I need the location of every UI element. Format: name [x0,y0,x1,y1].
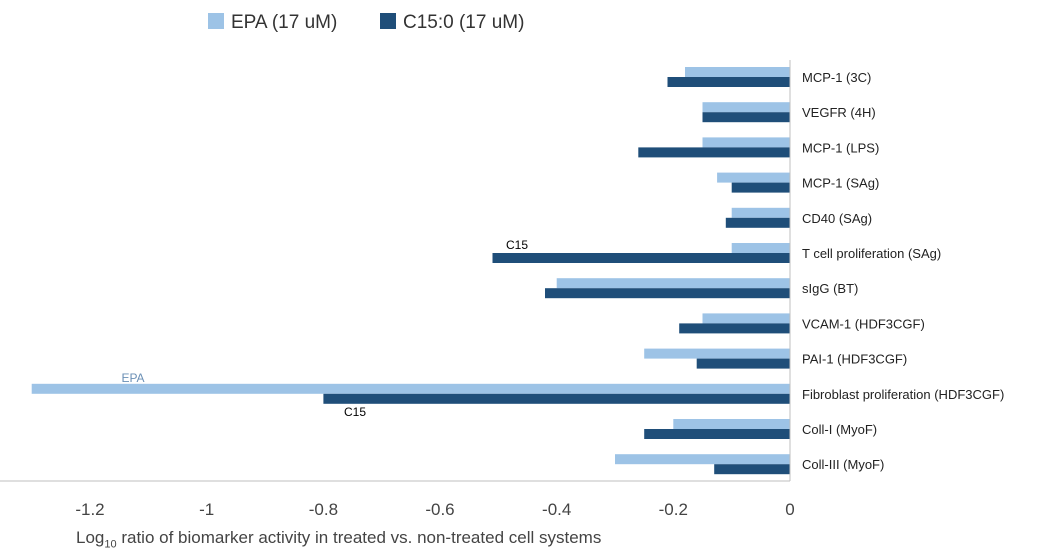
bar-c15-cd40-sag [725,217,790,228]
bar-epa-vcam-1-hdf3cgf [702,313,790,324]
bar-epa-mcp-1-sag [717,172,790,183]
legend-label-c15: C15:0 (17 uM) [403,12,524,33]
x-tick-label: -1.2 [75,500,104,519]
category-label-pai-1-hdf3cgf: PAI-1 (HDF3CGF) [802,352,907,367]
category-label-fibroblast-proliferation-hdf3cgf: Fibroblast proliferation (HDF3CGF) [802,387,1004,402]
category-label-mcp-1-sag: MCP-1 (SAg) [802,176,879,191]
category-label-cd40-sag: CD40 (SAg) [802,211,872,226]
category-label-sigg-bt: sIgG (BT) [802,281,858,296]
bar-epa-t-cell-proliferation-sag [731,243,790,253]
annotation-c15-2: C15 [344,405,366,419]
category-label-mcp-1-3c: MCP-1 (3C) [802,70,871,85]
bar-epa-pai-1-hdf3cgf [644,348,790,359]
bar-epa-coll-iii-myof [615,454,790,465]
x-axis-title-main: Log [76,528,105,547]
category-label-vegfr-4h: VEGFR (4H) [802,105,876,120]
bar-c15-t-cell-proliferation-sag [492,253,790,263]
bar-c15-vcam-1-hdf3cgf [679,323,790,334]
legend: EPA (17 uM) C15:0 (17 uM) [208,12,524,33]
legend-swatch-c15 [380,13,396,29]
bar-c15-pai-1-hdf3cgf [696,358,790,369]
x-axis-title: Log10 ratio of biomarker activity in tre… [76,528,601,550]
x-tick-label: -1 [199,500,214,519]
bar-epa-coll-i-myof [673,419,790,429]
bar-epa-cd40-sag [731,207,790,218]
bar-epa-mcp-1-3c [685,67,790,77]
category-label-vcam-1-hdf3cgf: VCAM-1 (HDF3CGF) [802,316,925,331]
legend-swatch-epa [208,13,224,29]
bar-chart: EPA (17 uM) C15:0 (17 uM) MCP-1 (3C) VEGF… [0,12,1004,519]
bar-c15-coll-i-myof [644,429,790,439]
x-tick-label: -0.8 [309,500,338,519]
x-tick-label: 0 [785,500,794,519]
bar-c15-vegfr-4h [702,112,790,123]
legend-label-epa: EPA (17 uM) [231,12,337,33]
x-tick-label: -0.6 [425,500,454,519]
x-tick-label: -0.2 [659,500,688,519]
bars-group [31,67,790,475]
category-label-t-cell-proliferation-sag: T cell proliferation (SAg) [802,246,941,261]
x-axis-title-subscript: 10 [104,538,117,551]
tick-labels: -1.2 -1 -0.8 -0.6 -0.4 -0.2 0 [75,500,794,519]
x-tick-label: -0.4 [542,500,571,519]
annotation-epa-1: EPA [121,371,144,385]
annotation-c15-0: C15 [506,238,528,252]
x-axis [0,60,791,482]
bar-c15-mcp-1-sag [731,182,790,193]
category-labels: MCP-1 (3C) VEGFR (4H) MCP-1 (LPS) MCP-1 (SA… [802,70,1004,472]
category-label-coll-i-myof: Coll-I (MyoF) [802,422,877,437]
bar-epa-mcp-1-lps [702,137,790,148]
x-axis-title-rest: ratio of biomarker activity in treated v… [116,528,602,547]
bar-c15-mcp-1-3c [667,77,790,87]
category-label-coll-iii-myof: Coll-III (MyoF) [802,457,884,472]
annotations: C15 EPA C15 [121,238,528,419]
bar-c15-sigg-bt [545,288,790,299]
bar-epa-fibroblast-proliferation-hdf3cgf [31,383,790,394]
bar-epa-vegfr-4h [702,102,790,113]
bar-epa-sigg-bt [556,278,790,289]
bar-c15-coll-iii-myof [714,464,790,475]
category-label-mcp-1-lps: MCP-1 (LPS) [802,140,879,155]
bar-c15-mcp-1-lps [638,147,790,158]
bar-c15-fibroblast-proliferation-hdf3cgf [323,393,790,404]
